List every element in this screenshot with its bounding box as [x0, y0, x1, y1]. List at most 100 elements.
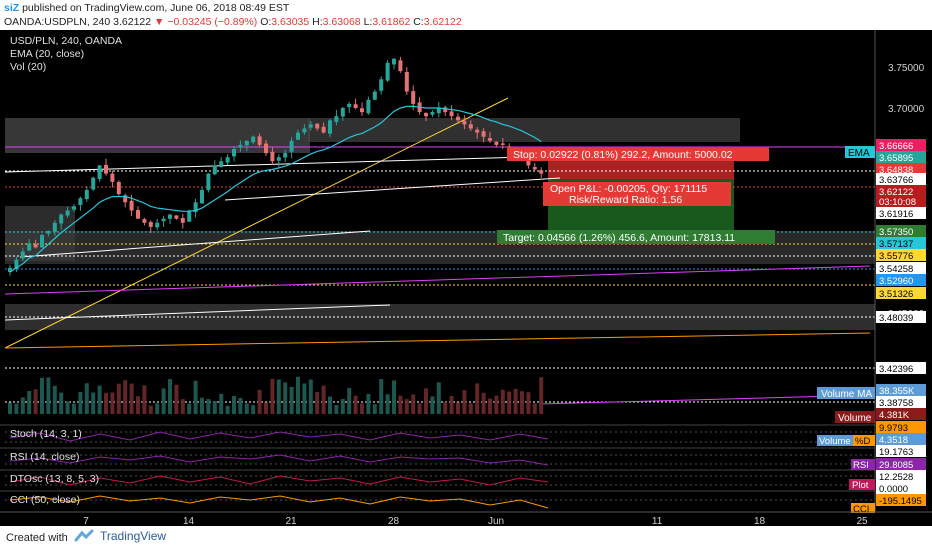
publish-header: siZ published on TradingView.com, June 0… — [0, 0, 932, 30]
author-name[interactable]: siZ — [4, 2, 20, 14]
pct-d-label: %D — [855, 436, 870, 447]
volume-bar — [78, 391, 83, 414]
candle-body — [104, 164, 108, 174]
ema-legend[interactable]: EMA (20, close) — [10, 48, 84, 60]
volume-bar — [174, 384, 179, 414]
volume-bar — [520, 391, 524, 414]
volume-bar — [392, 380, 396, 414]
candle-body — [264, 143, 268, 154]
volume-bar — [302, 383, 307, 414]
rsi-legend[interactable]: RSI (14, close) — [10, 451, 79, 463]
candle-body — [91, 177, 96, 190]
stop-label-bg — [507, 147, 769, 161]
pct-d-label-bg — [853, 435, 875, 446]
candle-body — [244, 140, 249, 146]
trend-line — [4, 332, 871, 349]
down-arrow-icon: ▼ — [154, 16, 165, 28]
volume-bar — [398, 395, 403, 414]
candle-body — [251, 136, 256, 143]
volume-bar — [155, 403, 160, 414]
price-tag: 3.38758 — [879, 398, 913, 409]
rr-label: Risk/Reward Ratio: 1.56 — [569, 194, 682, 206]
cci-legend[interactable]: CCI (50, close) — [10, 494, 80, 506]
volume-bar — [411, 394, 416, 414]
price-tag-bg — [876, 274, 926, 286]
price-axis-label: 3.70000 — [888, 104, 925, 115]
candle-body — [347, 103, 352, 108]
target-label-bg — [497, 230, 775, 244]
time-axis[interactable]: 7 14 21 28 Jun 11 18 25 — [83, 516, 868, 527]
volume-bar — [462, 390, 467, 414]
price-tag: 3.66666 — [879, 141, 913, 152]
dtosc-legend[interactable]: DTOsc (13, 8, 5, 3) — [10, 473, 99, 485]
price-tag: 12.2528 — [879, 472, 913, 483]
candle-body — [238, 144, 243, 148]
price-tag: 3.57350 — [879, 227, 913, 238]
volume-bar — [315, 391, 320, 414]
candle-body — [123, 195, 128, 203]
volume-label-bg — [835, 411, 875, 423]
candle-body — [33, 244, 38, 248]
candle-body — [257, 136, 262, 145]
volume-bar — [360, 403, 364, 414]
volume-bar — [340, 399, 345, 414]
volume-ma-label-bg — [817, 387, 875, 399]
volume-bar — [475, 383, 480, 414]
indicator-panes: Stoch (14, 3, 1) RSI (14, close) DTOsc (… — [0, 424, 875, 509]
chart-area[interactable]: Stop: 0.02922 (0.81%) 292.2, Amount: 500… — [0, 30, 932, 527]
stoch-legend[interactable]: Stoch (14, 3, 1) — [10, 428, 82, 440]
tradingview-link[interactable]: TradingView — [74, 529, 166, 543]
price-tag-bg — [876, 287, 926, 299]
volume-bar — [110, 392, 115, 414]
candle-body — [449, 111, 454, 117]
ohlc-line: OANDA:USDPLN, 240 3.62122 ▼ −0.03245 (−0… — [4, 16, 462, 28]
candle-body — [270, 151, 275, 162]
time-axis-label: 7 — [83, 516, 89, 526]
candle-body — [27, 243, 32, 251]
created-with-text: Created with — [6, 532, 68, 544]
volume-bar — [65, 401, 70, 414]
vol-legend[interactable]: Vol (20) — [10, 61, 46, 73]
volume2-label: Volume — [819, 436, 851, 447]
open-label: O: — [260, 16, 272, 28]
volume-bar — [148, 405, 153, 414]
last-price: 3.62122 — [113, 16, 152, 28]
candle-body — [424, 113, 428, 117]
volume-bar — [116, 383, 121, 414]
volume-bar — [180, 399, 185, 414]
price-chart[interactable]: Stop: 0.02922 (0.81%) 292.2, Amount: 500… — [0, 30, 932, 527]
candle-body — [315, 123, 320, 129]
price-tag: 3.64838 — [879, 165, 913, 176]
candle-body — [283, 153, 288, 158]
candle-body — [20, 251, 25, 259]
candle-body — [494, 141, 499, 145]
time-axis-label: 28 — [388, 516, 400, 526]
volume-bar — [481, 392, 486, 414]
price-tag-bg — [876, 470, 926, 482]
candle-body — [52, 222, 57, 233]
candle-body — [289, 140, 294, 152]
price-tag: 3.61916 — [879, 209, 913, 220]
volume-bar — [276, 379, 281, 414]
trade-labels: Stop: 0.02922 (0.81%) 292.2, Amount: 500… — [497, 147, 775, 244]
volume-bar — [449, 395, 454, 414]
volume-bar — [513, 388, 518, 414]
candle-body — [372, 91, 377, 100]
volume-bar — [52, 385, 57, 414]
rsi-side-label: RSI — [853, 460, 869, 471]
candle-body — [481, 131, 486, 137]
high-label: H: — [312, 16, 323, 28]
time-axis-label: Jun — [488, 516, 504, 526]
price-tag-bg — [876, 262, 926, 274]
volume-bar — [200, 397, 204, 414]
candle-body — [97, 165, 102, 180]
volume-ma-label: Volume MA — [821, 389, 872, 400]
volume-bar — [532, 403, 537, 414]
candle-body — [136, 210, 140, 219]
price-tag-bg — [876, 362, 926, 374]
price-tag: -195.1495 — [879, 496, 922, 507]
volume-bar — [187, 403, 192, 414]
candle-body — [276, 157, 281, 161]
candle-body — [225, 157, 230, 163]
zone-box — [308, 118, 740, 142]
